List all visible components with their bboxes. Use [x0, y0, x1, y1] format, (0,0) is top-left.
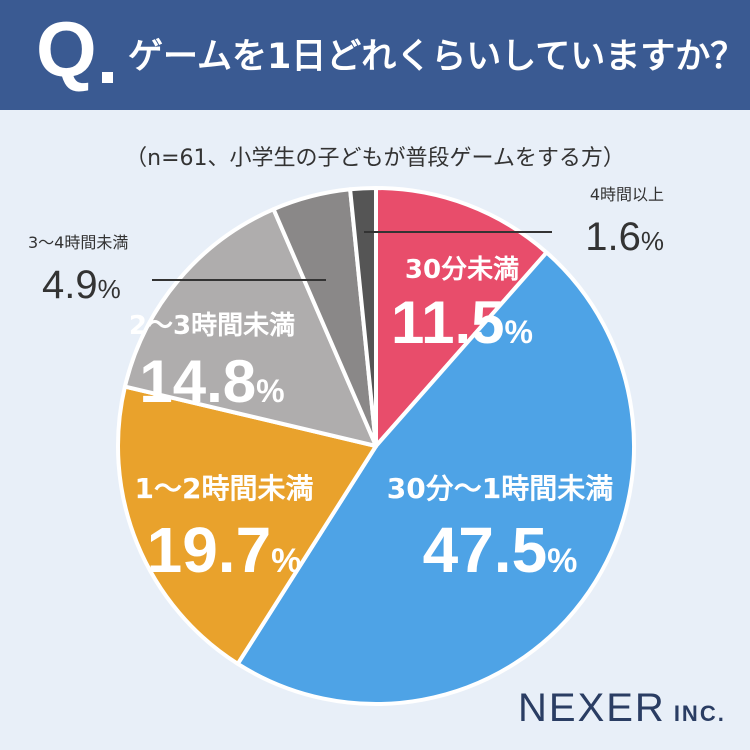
chart-subtitle: （n=61、小学生の子どもが普段ゲームをする方）: [125, 146, 625, 171]
slice-label-4: 2〜3時間未満: [129, 311, 295, 341]
slice-label-3: 1〜2時間未満: [135, 472, 314, 505]
brand-name: NEXER: [518, 686, 666, 730]
slice-value-4: 14.8%: [139, 348, 284, 415]
pie-slice-6: [348, 185, 378, 448]
pie-slice-2: [235, 250, 636, 707]
slice-value-5: 4.9%: [42, 263, 121, 307]
page-title: ゲームを1日どれくらいしていますか？: [128, 37, 746, 77]
question-header: Q ゲームを1日どれくらいしていますか？: [0, 0, 750, 110]
slice-value-2: 47.5%: [423, 514, 578, 586]
slice-value-6: 1.6%: [585, 215, 664, 259]
slice-value-3: 19.7%: [147, 514, 302, 586]
slice-value-1: 11.5%: [391, 289, 533, 356]
slice-label-2: 30分〜1時間未満: [387, 472, 613, 505]
slice-label-1: 30分未満: [405, 255, 519, 285]
slice-label-6: 4時間以上: [590, 185, 664, 204]
slice-label-5: 3〜4時間未満: [28, 233, 128, 252]
pie-slice-1: [374, 186, 549, 448]
q-dot: [102, 72, 113, 83]
pie-slice-3: [116, 384, 378, 666]
brand-suffix: INC.: [673, 701, 726, 726]
q-mark: Q: [36, 5, 97, 93]
brand-logo: NEXER INC.: [518, 686, 726, 731]
